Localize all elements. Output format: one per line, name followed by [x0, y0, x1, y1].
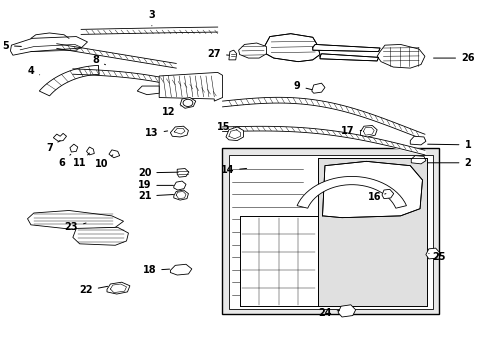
Polygon shape — [137, 86, 159, 95]
Text: 25: 25 — [428, 252, 445, 262]
Text: 23: 23 — [64, 222, 86, 232]
Polygon shape — [177, 168, 188, 177]
Text: 3: 3 — [148, 10, 155, 26]
Polygon shape — [409, 136, 425, 145]
Polygon shape — [107, 282, 130, 294]
Text: 22: 22 — [79, 285, 107, 296]
Text: 27: 27 — [207, 49, 228, 59]
Circle shape — [183, 99, 192, 107]
Text: 14: 14 — [220, 165, 246, 175]
Text: 5: 5 — [2, 41, 21, 50]
Polygon shape — [228, 50, 236, 60]
Polygon shape — [312, 44, 379, 51]
Polygon shape — [180, 98, 195, 108]
Polygon shape — [381, 189, 393, 199]
Text: 2: 2 — [427, 158, 470, 168]
Text: 13: 13 — [145, 129, 167, 138]
Text: 15: 15 — [217, 122, 236, 132]
Text: 11: 11 — [73, 153, 89, 168]
Polygon shape — [39, 66, 99, 96]
Polygon shape — [170, 264, 191, 275]
Polygon shape — [264, 34, 320, 62]
Polygon shape — [10, 37, 87, 55]
Polygon shape — [238, 43, 266, 58]
Text: 10: 10 — [95, 155, 113, 169]
Polygon shape — [320, 54, 378, 61]
Polygon shape — [73, 227, 128, 245]
Text: 6: 6 — [58, 154, 71, 168]
Text: 17: 17 — [341, 126, 361, 135]
Polygon shape — [296, 176, 406, 208]
Polygon shape — [173, 181, 185, 190]
Text: 1: 1 — [427, 140, 470, 150]
Polygon shape — [337, 305, 355, 317]
Polygon shape — [410, 156, 425, 164]
Polygon shape — [376, 44, 424, 68]
Polygon shape — [360, 126, 376, 137]
Text: 20: 20 — [138, 168, 178, 178]
Polygon shape — [311, 83, 325, 93]
Text: 12: 12 — [162, 106, 181, 117]
Text: 24: 24 — [318, 309, 339, 318]
Polygon shape — [86, 147, 94, 155]
Polygon shape — [170, 126, 188, 137]
Polygon shape — [425, 248, 439, 259]
Text: 18: 18 — [142, 265, 169, 275]
Text: 26: 26 — [433, 53, 474, 63]
Polygon shape — [225, 127, 243, 140]
Polygon shape — [70, 144, 78, 152]
Polygon shape — [27, 211, 123, 229]
Bar — [228, 155, 432, 309]
Text: 7: 7 — [46, 140, 60, 153]
Polygon shape — [159, 72, 222, 101]
Polygon shape — [322, 161, 422, 218]
Polygon shape — [109, 150, 120, 158]
Polygon shape — [173, 190, 188, 200]
Text: 16: 16 — [367, 192, 385, 202]
Text: 9: 9 — [293, 81, 311, 91]
Polygon shape — [239, 216, 317, 306]
Text: 4: 4 — [27, 66, 40, 76]
Text: 8: 8 — [92, 55, 105, 65]
Text: 19: 19 — [138, 180, 173, 190]
Bar — [221, 148, 438, 315]
Polygon shape — [317, 158, 427, 306]
Polygon shape — [53, 134, 66, 141]
Text: 21: 21 — [138, 191, 173, 201]
